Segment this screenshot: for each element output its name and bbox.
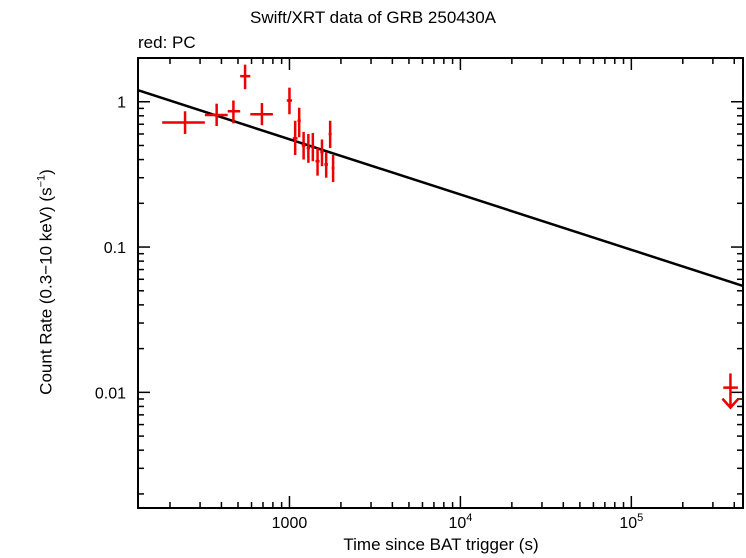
- upper-limit-arrowhead: [721, 397, 740, 410]
- x-tick-label: 105: [619, 512, 643, 532]
- data-point: [301, 131, 306, 160]
- x-tick-label-base: 10: [619, 515, 637, 532]
- chart-title: Swift/XRT data of GRB 250430A: [249, 8, 496, 27]
- y-tick-label: 0.1: [104, 240, 126, 257]
- data-point: [250, 103, 273, 126]
- y-tick-label: 0.01: [95, 385, 126, 402]
- x-tick-label: 1000: [272, 515, 308, 532]
- y-axis-label-sup: −1: [35, 174, 48, 188]
- y-axis-label-main: Count Rate (0.3−10 keV) (s: [36, 187, 56, 395]
- y-axis-label: Count Rate (0.3−10 keV) (s−1): [36, 169, 57, 395]
- data-point: [292, 120, 298, 156]
- data-point: [240, 64, 251, 90]
- data-point: [162, 111, 205, 134]
- y-axis-label-close: ): [36, 169, 56, 175]
- data-point: [297, 107, 301, 138]
- data-point: [315, 148, 320, 176]
- x-tick-label-exponent: 4: [466, 512, 472, 524]
- model-fit-line: [137, 89, 744, 288]
- data-layer: [162, 64, 740, 410]
- data-point: [328, 120, 332, 149]
- plot-frame: [137, 57, 744, 509]
- x-tick-label-base: 10: [448, 515, 466, 532]
- upper-limit-point: [721, 373, 740, 410]
- data-point: [286, 87, 293, 115]
- x-axis-label: Time since BAT trigger (s): [343, 535, 539, 554]
- x-tick-label-exponent: 5: [637, 512, 643, 524]
- model-layer: [137, 89, 744, 288]
- x-tick-label: 104: [448, 512, 472, 532]
- x-tick-label-base: 1000: [272, 515, 308, 532]
- data-point: [331, 155, 335, 183]
- data-point: [306, 133, 311, 163]
- data-point: [311, 132, 315, 162]
- data-point: [204, 103, 228, 127]
- data-point: [324, 152, 328, 178]
- minor-ticks: [138, 57, 743, 508]
- data-point: [227, 100, 241, 124]
- data-point: [320, 139, 324, 167]
- major-ticks: [138, 58, 743, 508]
- chart-subtitle: red: PC: [138, 33, 196, 52]
- y-tick-label: 1: [117, 95, 126, 112]
